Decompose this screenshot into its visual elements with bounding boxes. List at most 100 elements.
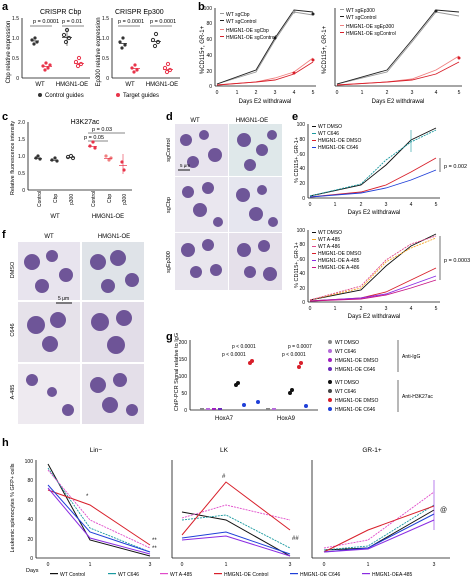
panel-b-left-yticks: 0 20 40 60 80 100 — [204, 6, 213, 90]
panel-g-points — [200, 359, 308, 410]
panel-f-row-a485: A-485 — [10, 385, 16, 400]
svg-text:WT A-485: WT A-485 — [318, 237, 340, 243]
svg-text:HMGN1-OE sgEp300: HMGN1-OE sgEp300 — [346, 24, 394, 30]
panel-d-col-oe: HMGN1-OE — [236, 118, 268, 124]
svg-text:0: 0 — [209, 84, 212, 90]
svg-text:HMGN1-OE C646: HMGN1-OE C646 — [335, 367, 376, 373]
svg-text:p < 0.0001: p < 0.0001 — [232, 344, 256, 350]
svg-text:p < 0.0001: p < 0.0001 — [282, 352, 306, 358]
panel-a-chart2-title: CRISPR Ep300 — [115, 9, 164, 16]
panel-b-right-xlabel: Days E2 withdrawal — [372, 99, 425, 105]
svg-text:4: 4 — [410, 202, 413, 208]
svg-text:0: 0 — [22, 188, 25, 194]
svg-text:4: 4 — [435, 90, 438, 96]
panel-e-xlabel-top: Days E2 withdrawal — [348, 210, 401, 216]
svg-text:0: 0 — [302, 196, 305, 202]
svg-text:1: 1 — [236, 90, 239, 96]
svg-text:WT DMSO: WT DMSO — [318, 124, 342, 130]
svg-text:HMGN1-OE A-486: HMGN1-OE A-486 — [318, 265, 360, 271]
legend-target-guides: Target guides — [123, 93, 159, 99]
panel-d-col-wt: WT — [190, 118, 200, 124]
panel-e-p-top: p = 0.002 — [444, 164, 467, 170]
svg-text:0: 0 — [184, 408, 187, 414]
panel-d-scale: 5 μm — [180, 163, 190, 168]
svg-text:200: 200 — [179, 340, 188, 346]
panel-g-pvals: p < 0.0001 p < 0.0001 p < 0.0001 p = 0.0… — [222, 344, 312, 358]
svg-text:WT Control: WT Control — [60, 572, 85, 578]
panel-c-p1: p = 0.03 — [92, 127, 112, 133]
panel-h: Leukemic splenocytes % GFP+ cells Lin− 0… — [10, 447, 450, 578]
panel-a: CRISPR Cbp Cbp relative expression 0 0.5… — [6, 9, 180, 99]
panel-h-lk-marks: # ## — [222, 474, 299, 542]
svg-text:20: 20 — [206, 69, 212, 75]
panel-g: ChIP-PCR Signal relative to IgG 0 50 100… — [174, 333, 433, 422]
svg-text:HMGN1-OEA-485: HMGN1-OEA-485 — [372, 572, 413, 578]
svg-text:**: ** — [152, 538, 157, 544]
svg-text:p300: p300 — [69, 194, 75, 205]
panel-letters: a b c d e f g h — [2, 1, 298, 449]
svg-text:HMGN1-OE A-485: HMGN1-OE A-485 — [318, 258, 360, 264]
svg-text:HMGN1-OE DMSO: HMGN1-OE DMSO — [335, 358, 378, 364]
svg-text:p < 0.0001: p < 0.0001 — [222, 352, 246, 358]
svg-text:1.0: 1.0 — [18, 154, 25, 160]
svg-text:20: 20 — [27, 537, 33, 543]
svg-text:*: * — [86, 494, 89, 500]
y-tick-label: 1.5 — [102, 16, 109, 22]
panel-a-chart2-ylabel: Ep300 relative expression — [96, 17, 102, 86]
svg-text:60: 60 — [299, 152, 305, 158]
panel-b: %CD115+, GR-1+ 0 20 40 60 80 100 0 1 2 3… — [200, 6, 462, 105]
panel-f-col-wt: WT — [44, 234, 54, 240]
svg-text:2: 2 — [360, 202, 363, 208]
panel-b-right-ylabel: %CD115+, GR-1+ — [322, 25, 328, 74]
panel-a-chart1-points — [30, 27, 84, 72]
svg-text:1: 1 — [89, 562, 92, 568]
panel-c-group-oe: HMGN1-OE — [92, 214, 124, 220]
panel-e-top-yticks: 0 20 40 60 80 100 — [297, 122, 306, 202]
svg-text:WT C646: WT C646 — [335, 389, 356, 395]
svg-text:2.0: 2.0 — [18, 120, 25, 126]
svg-text:HMGN1-OE C646: HMGN1-OE C646 — [318, 145, 359, 151]
svg-text:##: ## — [292, 536, 299, 542]
panel-h-lin-marks: * ** ** — [86, 494, 157, 552]
panel-e-bottom-xticks: 0 1 2 3 4 5 — [309, 306, 438, 312]
panel-b-left-legend: WT sgCbp WT sgControl HMGN1-OE sgCbp HMG… — [220, 12, 276, 41]
panel-e: % CD115+, GR-1+ 0 20 40 60 80 100 0 1 2 … — [294, 122, 470, 320]
svg-text:HMGN1-OE sgCbp: HMGN1-OE sgCbp — [226, 28, 269, 34]
panel-e-ylabel-bottom: % CD115+, GR-1+ — [294, 242, 300, 288]
panel-h-gr-mark: @ — [440, 507, 447, 514]
svg-text:100: 100 — [179, 374, 188, 380]
svg-text:HMGN1-OE DMSO: HMGN1-OE DMSO — [335, 398, 378, 404]
svg-text:0: 0 — [302, 300, 305, 306]
panel-letter-a: a — [2, 1, 9, 13]
svg-text:1: 1 — [367, 562, 370, 568]
panel-f-scale: 5 μm — [58, 296, 69, 302]
x-cat-label: HMGN1-OE — [146, 82, 178, 88]
svg-text:WT sgCbp: WT sgCbp — [226, 12, 250, 18]
svg-text:40: 40 — [299, 166, 305, 172]
svg-text:1: 1 — [361, 90, 364, 96]
y-tick-label: 1.5 — [12, 16, 19, 22]
svg-text:WT sgControl: WT sgControl — [226, 19, 256, 25]
svg-text:60: 60 — [299, 257, 305, 263]
x-cat-label: WT — [35, 82, 45, 88]
panel-d: WT HMGN1-OE sgControl sgCbp sgEp300 5 μm — [166, 118, 282, 290]
panel-a-chart1-title: CRISPR Cbp — [40, 9, 81, 16]
svg-text:4: 4 — [293, 90, 296, 96]
svg-text:3: 3 — [149, 562, 152, 568]
panel-f-row-dmso: DMSO — [10, 261, 16, 278]
panel-b-left-xticks: 0 1 2 3 4 5 — [216, 90, 315, 96]
y-tick-label: 0 — [16, 76, 19, 82]
svg-text:3: 3 — [385, 202, 388, 208]
x-cat-label: WT — [125, 82, 135, 88]
svg-text:150: 150 — [179, 357, 188, 363]
svg-text:100: 100 — [25, 459, 34, 465]
panel-g-cat-hoxa7: HoxA7 — [215, 416, 234, 422]
panel-c-group-wt: WT — [50, 214, 60, 220]
svg-text:2: 2 — [255, 90, 258, 96]
y-tick-label: 1.0 — [102, 36, 109, 42]
svg-text:HMGN1-OE sgControl: HMGN1-OE sgControl — [346, 31, 396, 37]
micrograph-f-3 — [18, 302, 80, 362]
svg-text:1: 1 — [334, 306, 337, 312]
panel-f: WT HMGN1-OE DMSO C646 A-485 5 μm — [10, 234, 144, 424]
panel-letter-c: c — [2, 111, 8, 123]
